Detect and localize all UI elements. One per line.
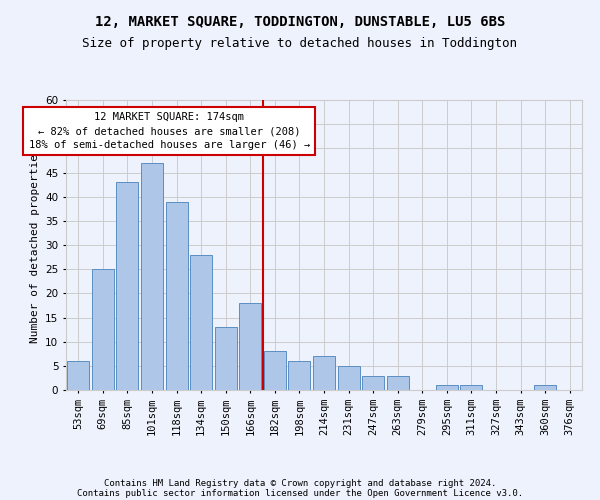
Bar: [436, 385, 458, 390]
Text: Size of property relative to detached houses in Toddington: Size of property relative to detached ho…: [83, 38, 517, 51]
Bar: [239, 303, 262, 390]
Text: 12, MARKET SQUARE, TODDINGTON, DUNSTABLE, LU5 6BS: 12, MARKET SQUARE, TODDINGTON, DUNSTABLE…: [95, 15, 505, 29]
Bar: [190, 254, 212, 390]
Bar: [534, 385, 556, 390]
Bar: [67, 361, 89, 390]
Bar: [215, 327, 237, 390]
Bar: [386, 376, 409, 390]
Text: Contains HM Land Registry data © Crown copyright and database right 2024.: Contains HM Land Registry data © Crown c…: [104, 478, 496, 488]
Text: 12 MARKET SQUARE: 174sqm
← 82% of detached houses are smaller (208)
18% of semi-: 12 MARKET SQUARE: 174sqm ← 82% of detach…: [29, 112, 310, 150]
Bar: [460, 385, 482, 390]
Bar: [289, 361, 310, 390]
Y-axis label: Number of detached properties: Number of detached properties: [29, 147, 40, 343]
Bar: [313, 356, 335, 390]
Bar: [338, 366, 359, 390]
Bar: [141, 163, 163, 390]
Bar: [116, 182, 139, 390]
Bar: [166, 202, 188, 390]
Bar: [362, 376, 384, 390]
Bar: [264, 352, 286, 390]
Bar: [92, 269, 114, 390]
Text: Contains public sector information licensed under the Open Government Licence v3: Contains public sector information licen…: [77, 488, 523, 498]
